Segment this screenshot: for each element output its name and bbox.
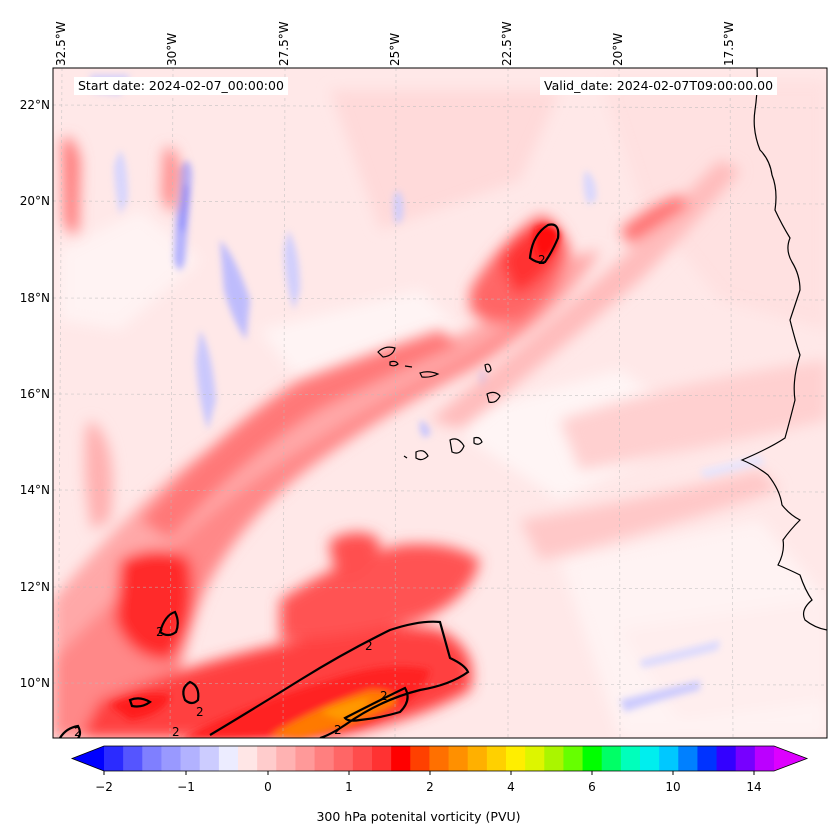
colorbar-bin xyxy=(640,746,660,771)
lat-label: 18°N xyxy=(19,291,50,305)
colorbar-bin xyxy=(391,746,411,771)
start-date-label: Start date: 2024-02-07_00:00:00 xyxy=(74,77,288,95)
colorbar-bin xyxy=(448,746,469,771)
colorbar-bin xyxy=(601,746,622,771)
colorbar-bin xyxy=(467,746,488,771)
colorbar-bin xyxy=(238,746,258,771)
colorbar-bin xyxy=(410,746,430,771)
lat-label: 22°N xyxy=(19,98,50,112)
colorbar-tick-label: 4 xyxy=(507,780,515,794)
lat-label: 12°N xyxy=(19,580,50,594)
colorbar-bin xyxy=(104,746,124,771)
colorbar-bin xyxy=(352,746,373,771)
graticule xyxy=(53,68,827,738)
contour-label: 2 xyxy=(380,689,388,703)
lon-label: 30°W xyxy=(165,32,179,66)
colorbar-bin xyxy=(678,746,698,771)
lon-label: 32.5°W xyxy=(54,21,68,66)
colorbar-bin xyxy=(314,746,335,771)
colorbar-tick-label: 1 xyxy=(345,780,353,794)
colorbar-tick-label: 10 xyxy=(665,780,681,794)
colorbar-label: 300 hPa potenital vorticity (PVU) xyxy=(316,809,521,824)
colorbar-bin xyxy=(582,746,603,771)
contour-label: 2 xyxy=(172,725,180,739)
colorbar-bin xyxy=(754,746,775,771)
colorbar-bin xyxy=(544,746,564,771)
colorbar-bin xyxy=(295,746,316,771)
lon-label: 22.5°W xyxy=(500,21,514,66)
lat-label: 16°N xyxy=(19,387,50,401)
lat-label: 14°N xyxy=(19,483,50,497)
colorbar-tick-label: 14 xyxy=(746,780,762,794)
colorbar-bin xyxy=(735,746,756,771)
colorbar-extend-max xyxy=(774,746,807,771)
colorbar-bin xyxy=(659,746,679,771)
colorbar-tick-label: 6 xyxy=(588,780,596,794)
colorbar-bin xyxy=(199,746,220,771)
pv-2-contours xyxy=(59,223,560,738)
colorbar-tick-label: 2 xyxy=(426,780,434,794)
contour-label: 2 xyxy=(365,639,373,653)
cape-verde-islands xyxy=(377,346,501,461)
colorbar-bin xyxy=(563,746,584,771)
contour-label: 2 xyxy=(74,725,82,739)
contour-label: 2 xyxy=(156,625,164,639)
lat-label: 10°N xyxy=(19,676,50,690)
colorbar-bin xyxy=(697,746,718,771)
colorbar-bin xyxy=(142,746,162,771)
colorbar-bin xyxy=(180,746,201,771)
colorbar-bin xyxy=(218,746,239,771)
colorbar-tick-label: −1 xyxy=(177,780,195,794)
lon-label: 25°W xyxy=(388,32,402,66)
lon-label: 20°W xyxy=(611,32,625,66)
colorbar-bin xyxy=(161,746,182,771)
map-frame xyxy=(52,67,828,739)
contour-label: 2 xyxy=(538,253,546,267)
colorbar-bin xyxy=(257,746,277,771)
lon-label: 17.5°W xyxy=(722,21,736,66)
colorbar-extend-min xyxy=(72,746,104,771)
african-coastline xyxy=(740,68,827,631)
colorbar-bin xyxy=(429,746,450,771)
contour-label: 2 xyxy=(334,723,342,737)
colorbar-bin xyxy=(276,746,296,771)
colorbar-bin xyxy=(716,746,737,771)
colorbar-bin xyxy=(525,746,545,771)
colorbar-bin xyxy=(123,746,143,771)
colorbar xyxy=(70,745,809,775)
colorbar-bin xyxy=(333,746,354,771)
pv-field xyxy=(53,68,827,738)
lon-label: 27.5°W xyxy=(277,21,291,66)
lat-label: 20°N xyxy=(19,194,50,208)
colorbar-bin xyxy=(620,746,641,771)
colorbar-tick-label: −2 xyxy=(95,780,113,794)
contour-label: 2 xyxy=(196,705,204,719)
valid-date-label: Valid_date: 2024-02-07T09:00:00.00 xyxy=(540,77,778,95)
colorbar-tick-label: 0 xyxy=(264,780,272,794)
colorbar-bin xyxy=(486,746,507,771)
colorbar-bin xyxy=(506,746,526,771)
colorbar-bin xyxy=(372,746,392,771)
